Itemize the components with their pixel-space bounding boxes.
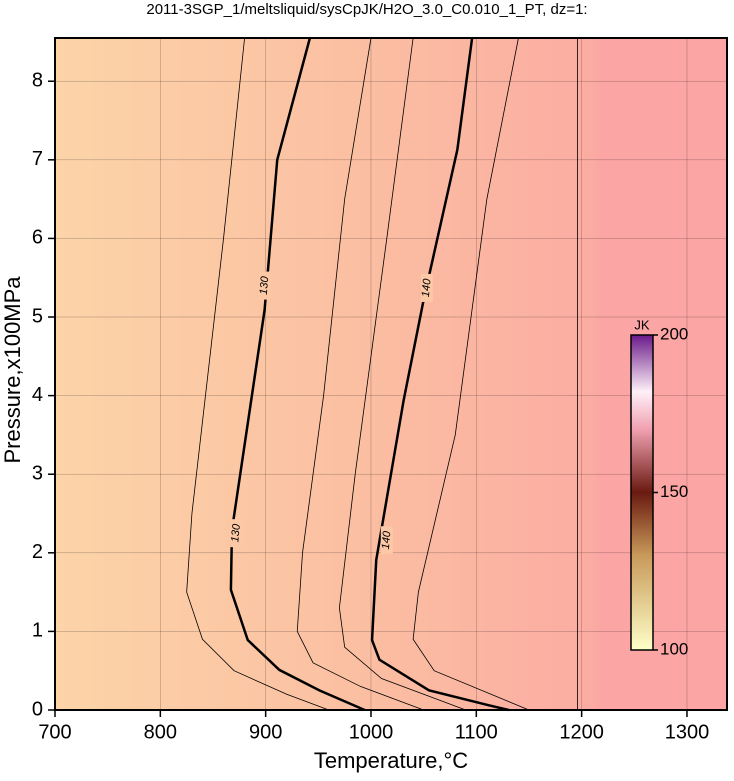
field — [55, 38, 727, 710]
y-tick-label: 7 — [32, 148, 43, 170]
contour-line — [412, 37, 530, 711]
plot: 700 800 900 1000 1100 1200 1300 0 1 2 3 4 5 6 7 8 130 130… — [32, 37, 727, 743]
contour-label: 130 — [258, 275, 272, 295]
y-tick-label: 5 — [32, 305, 43, 327]
x-tick-label: 1200 — [559, 721, 604, 743]
x-tick-label: 1300 — [665, 721, 710, 743]
contour-label-bg — [230, 519, 243, 548]
contour-label: 140 — [380, 530, 394, 550]
colorbar-tick-label: 100 — [660, 639, 688, 658]
x-axis-label: Temperature,°C — [314, 748, 468, 773]
colorbar — [630, 334, 654, 651]
contour-label-bg — [380, 526, 393, 555]
chart-title: 2011-3SGP_1/meltsliquid/sysCpJK/H2O_3.0_… — [146, 1, 587, 18]
y-tick-label: 2 — [32, 541, 43, 563]
contour-line — [186, 37, 329, 711]
colorbar-label: JK — [634, 317, 650, 332]
y-tick-label: 3 — [32, 462, 43, 484]
colorbar-tick-label: 200 — [660, 324, 688, 343]
contour-label: 140 — [420, 277, 434, 297]
contour-label: 130 — [229, 523, 243, 543]
y-tick-label: 4 — [32, 384, 43, 406]
x-tick-label: 900 — [249, 721, 282, 743]
y-tick-label: 6 — [32, 227, 43, 249]
contour-label-bg — [420, 273, 433, 302]
contour-line — [370, 37, 510, 712]
y-tick-label: 0 — [32, 698, 43, 720]
frame — [54, 37, 728, 711]
y-tick-label: 8 — [32, 70, 43, 92]
contour-line — [229, 37, 366, 712]
contour-label-bg — [258, 271, 271, 300]
contour-line — [338, 37, 466, 711]
colorbar-tick-label: 150 — [660, 482, 688, 501]
contour-line — [296, 37, 424, 711]
y-axis-label: Pressure,x100MPa — [0, 276, 25, 464]
x-tick-label: 1000 — [349, 721, 394, 743]
y-tick-label: 1 — [32, 620, 43, 642]
x-tick-label: 800 — [144, 721, 177, 743]
x-tick-label: 1100 — [455, 721, 498, 743]
x-tick-label: 700 — [38, 721, 71, 743]
